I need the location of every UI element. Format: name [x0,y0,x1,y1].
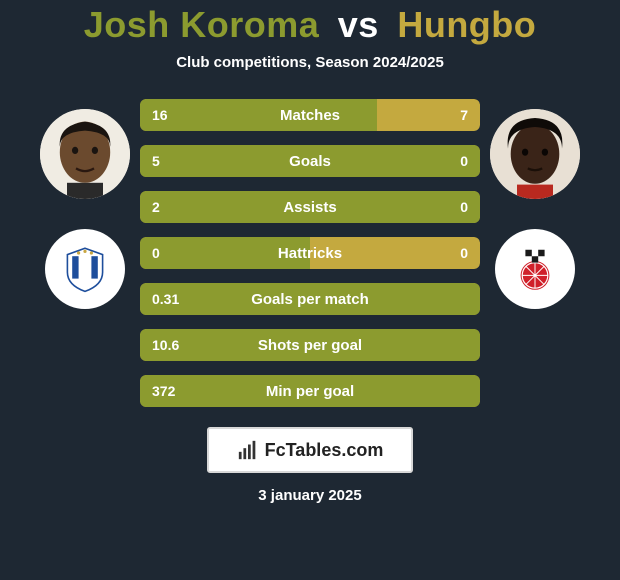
stat-label: Assists [200,199,420,216]
stat-value-left: 16 [140,107,200,123]
title-vs: vs [338,4,379,45]
stat-value-left: 5 [140,153,200,169]
stat-value-left: 372 [140,383,200,399]
title-player1: Josh Koroma [84,4,320,45]
stat-label: Goals per match [200,291,420,308]
stat-label: Goals [200,153,420,170]
chart-bars-icon [237,439,259,461]
club1-crest-icon [61,245,109,293]
stat-bar: 5Goals0 [140,145,480,177]
stat-bar: 0.31Goals per match [140,283,480,315]
stat-bar: 10.6Shots per goal [140,329,480,361]
club2-crest-icon [511,245,559,293]
stat-value-right: 7 [420,107,480,123]
player2-face-icon [490,109,580,199]
stat-bar: 0Hattricks0 [140,237,480,269]
stat-label: Shots per goal [200,337,420,354]
page-title: Josh Koroma vs Hungbo [84,4,537,46]
stat-value-right: 0 [420,153,480,169]
brand-badge: FcTables.com [207,427,414,473]
title-player2: Hungbo [397,4,536,45]
player1-face-icon [40,109,130,199]
stat-value-right: 0 [420,245,480,261]
stat-bar: 16Matches7 [140,99,480,131]
stat-bar: 372Min per goal [140,375,480,407]
club1-badge [45,229,125,309]
club2-badge [495,229,575,309]
main-row: 16Matches75Goals02Assists00Hattricks00.3… [0,99,620,407]
subtitle: Club competitions, Season 2024/2025 [176,54,444,71]
player2-avatar [490,109,580,199]
comparison-card: Josh Koroma vs Hungbo Club competitions,… [0,0,620,580]
left-column [30,99,140,309]
stat-bar: 2Assists0 [140,191,480,223]
brand-text: FcTables.com [265,440,384,461]
player1-avatar [40,109,130,199]
stat-value-left: 0 [140,245,200,261]
stat-label: Min per goal [200,383,420,400]
stat-value-left: 2 [140,199,200,215]
stats-bars: 16Matches75Goals02Assists00Hattricks00.3… [140,99,480,407]
right-column [480,99,590,309]
footer-date: 3 january 2025 [258,487,361,504]
stat-value-left: 0.31 [140,291,200,307]
stat-label: Matches [200,107,420,124]
stat-label: Hattricks [200,245,420,262]
stat-value-right: 0 [420,199,480,215]
stat-value-left: 10.6 [140,337,200,353]
